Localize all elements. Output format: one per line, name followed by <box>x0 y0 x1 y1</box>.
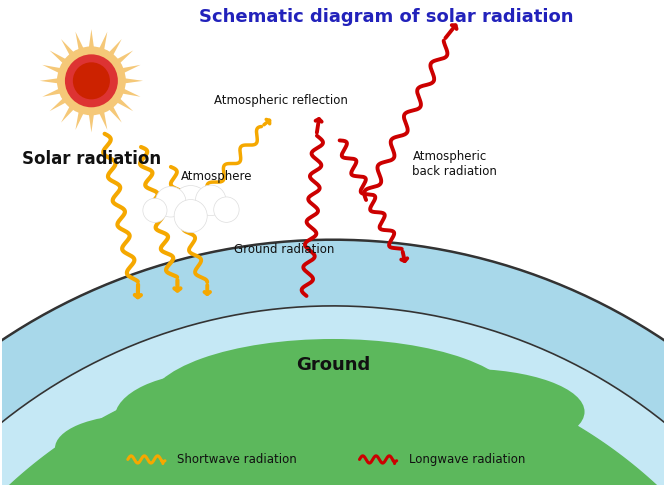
Ellipse shape <box>148 339 518 471</box>
Polygon shape <box>2 0 664 240</box>
Text: Atmospheric
back radiation: Atmospheric back radiation <box>412 150 498 178</box>
Polygon shape <box>75 32 84 50</box>
Circle shape <box>174 200 207 233</box>
Polygon shape <box>61 106 74 122</box>
Polygon shape <box>109 106 122 122</box>
Polygon shape <box>42 65 61 73</box>
Polygon shape <box>125 78 143 84</box>
Circle shape <box>172 186 210 224</box>
Circle shape <box>73 62 110 99</box>
Circle shape <box>57 46 126 115</box>
Polygon shape <box>89 114 94 133</box>
Polygon shape <box>40 78 59 84</box>
Ellipse shape <box>115 372 313 465</box>
Ellipse shape <box>55 415 214 481</box>
Polygon shape <box>0 485 664 486</box>
Circle shape <box>214 197 239 223</box>
Polygon shape <box>89 29 94 48</box>
Polygon shape <box>42 88 61 97</box>
Circle shape <box>65 54 118 107</box>
Text: Longwave radiation: Longwave radiation <box>409 453 525 466</box>
Polygon shape <box>99 32 107 50</box>
Polygon shape <box>0 359 666 486</box>
Polygon shape <box>109 39 122 56</box>
Text: Ground: Ground <box>296 356 370 374</box>
Polygon shape <box>2 485 666 486</box>
Polygon shape <box>0 306 666 486</box>
Polygon shape <box>117 51 133 64</box>
Circle shape <box>195 185 226 216</box>
Polygon shape <box>50 51 66 64</box>
Text: Schematic diagram of solar radiation: Schematic diagram of solar radiation <box>198 8 573 26</box>
Polygon shape <box>50 98 66 111</box>
Text: Atmosphere: Atmosphere <box>180 170 252 183</box>
Ellipse shape <box>346 369 585 455</box>
Text: Ground radiation: Ground radiation <box>234 243 334 256</box>
Text: Shortwave radiation: Shortwave radiation <box>177 453 297 466</box>
Polygon shape <box>122 65 141 73</box>
Circle shape <box>143 198 167 223</box>
Text: Atmospheric reflection: Atmospheric reflection <box>214 94 348 107</box>
Polygon shape <box>117 98 133 111</box>
Polygon shape <box>99 111 107 130</box>
Polygon shape <box>61 39 74 56</box>
Polygon shape <box>0 240 666 486</box>
Polygon shape <box>122 88 141 97</box>
Circle shape <box>155 187 186 217</box>
Text: Solar radiation: Solar radiation <box>22 150 161 168</box>
Polygon shape <box>75 111 84 130</box>
